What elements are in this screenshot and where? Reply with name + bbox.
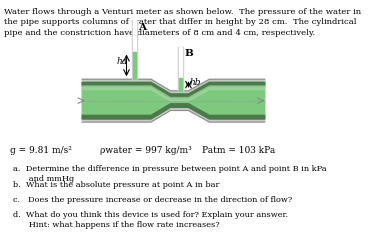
Text: Water flows through a Venturi meter as shown below.  The pressure of the water i: Water flows through a Venturi meter as s… [4, 8, 361, 37]
Text: c.   Does the pressure increase or decrease in the direction of flow?: c. Does the pressure increase or decreas… [13, 196, 292, 204]
Polygon shape [82, 82, 265, 98]
Text: ρwater = 997 kg/m³: ρwater = 997 kg/m³ [100, 146, 192, 155]
Polygon shape [133, 51, 137, 79]
Polygon shape [133, 20, 137, 79]
Text: d.  What do you think this device is used for? Explain your answer.
      Hint: : d. What do you think this device is used… [13, 211, 288, 229]
Polygon shape [82, 79, 265, 94]
Polygon shape [178, 47, 183, 91]
Polygon shape [82, 86, 265, 101]
Polygon shape [82, 107, 265, 122]
Polygon shape [179, 47, 182, 91]
Text: A: A [138, 23, 147, 32]
Text: hb: hb [190, 78, 201, 87]
Text: g = 9.81 m/s²: g = 9.81 m/s² [10, 146, 72, 155]
Text: b.  What is the absolute pressure at point A in bar: b. What is the absolute pressure at poin… [13, 181, 220, 188]
Text: a.  Determine the difference in pressure between point A and point B in kPa
    : a. Determine the difference in pressure … [13, 165, 327, 183]
Text: B: B [184, 49, 193, 58]
Polygon shape [82, 104, 265, 119]
Text: Patm = 103 kPa: Patm = 103 kPa [202, 146, 275, 155]
Polygon shape [132, 20, 137, 79]
Polygon shape [82, 82, 265, 119]
Polygon shape [179, 78, 182, 91]
Text: ha: ha [117, 57, 128, 66]
